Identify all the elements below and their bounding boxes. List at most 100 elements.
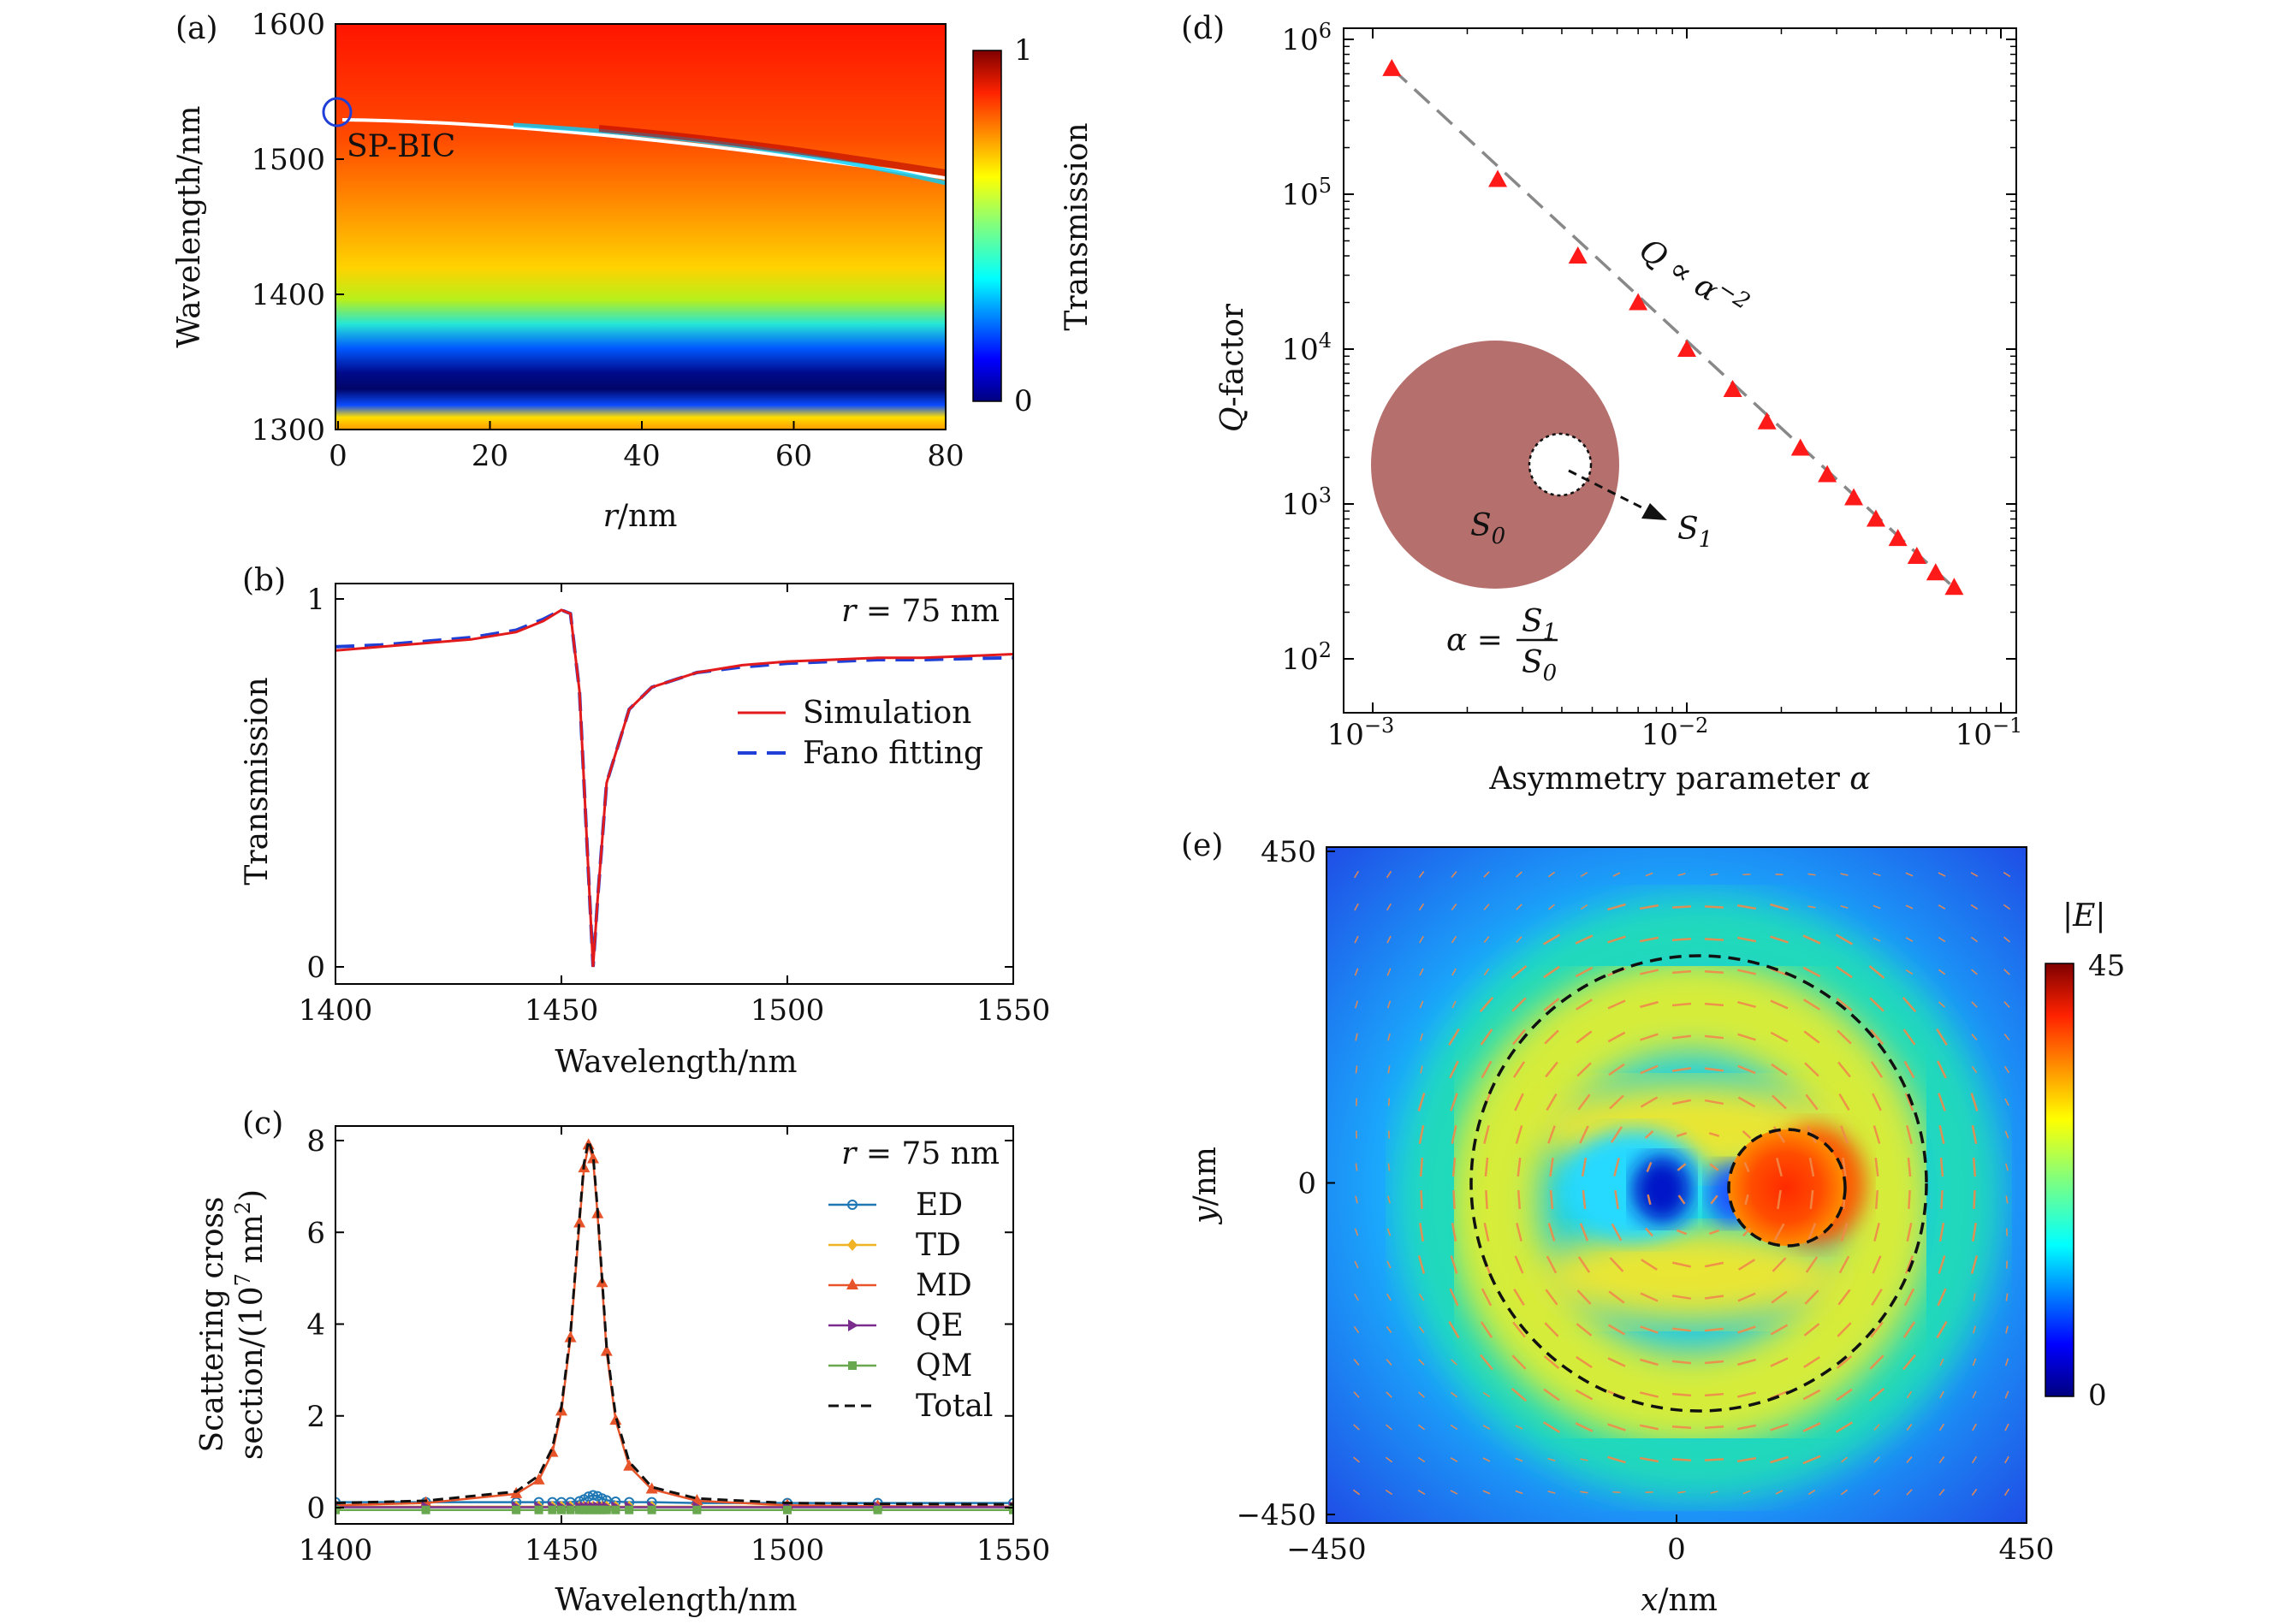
field-arrow-47 <box>1417 1093 1426 1111</box>
field-arrow-56 <box>1418 1391 1425 1398</box>
q-factor-points <box>1382 58 1964 596</box>
field-arrow-245 <box>1737 1033 1756 1041</box>
field-arrow-323 <box>1868 965 1885 979</box>
field-arrow-64 <box>1451 1000 1457 1009</box>
c-xtick-label-2: 1500 <box>751 1533 825 1568</box>
field-arrow-161 <box>1607 903 1626 911</box>
a-xtick-label-2: 40 <box>623 439 660 473</box>
svg-text:S0: S0 <box>1522 645 1557 686</box>
field-arrow-84 <box>1479 996 1494 1013</box>
point-qm-17 <box>692 1505 702 1514</box>
field-arrow-408 <box>2004 1130 2009 1139</box>
field-arrow-36 <box>1386 1391 1392 1398</box>
field-arrow-114 <box>1512 1321 1526 1338</box>
point-qm-5 <box>557 1505 566 1514</box>
field-arrow-22 <box>1386 935 1392 944</box>
field-arrow-175 <box>1607 1357 1626 1367</box>
field-arrow-156 <box>1575 1389 1594 1401</box>
series-c <box>335 1135 1013 1514</box>
field-arrow-315 <box>1836 1354 1853 1370</box>
field-arrow-198 <box>1639 1456 1659 1463</box>
field-arrow-334 <box>1870 1321 1884 1338</box>
field-arrow-20 <box>1386 870 1392 879</box>
outer-disk-boundary <box>1469 954 1928 1413</box>
colorbar-a <box>972 50 1002 402</box>
field-arrow-379 <box>1938 1489 1945 1496</box>
field-arrow-122 <box>1542 934 1561 945</box>
field-arrow-169 <box>1613 1158 1620 1177</box>
field-arrow-187 <box>1640 1096 1659 1108</box>
point-qm-6 <box>566 1505 575 1514</box>
ticks-c: 1400 1450 1500 1550 0 2 4 6 8 <box>299 1124 1051 1568</box>
field-arrow-335 <box>1869 1354 1884 1370</box>
field-arrow-206 <box>1671 1067 1692 1072</box>
field-arrow-157 <box>1575 1422 1594 1432</box>
panel-c-label: (c) <box>242 1106 283 1141</box>
d-xtick-label-1: 10−2 <box>1641 714 1709 752</box>
field-arrow-295 <box>1803 1355 1820 1369</box>
field-arrow-19 <box>1352 1489 1361 1496</box>
field-arrow-393 <box>1973 1293 1976 1301</box>
field-arrow-291 <box>1807 1223 1817 1242</box>
field-arrow-289 <box>1808 1157 1815 1177</box>
field-arrow-130 <box>1549 1189 1554 1210</box>
field-arrow-308 <box>1840 1125 1849 1144</box>
field-arrow-380 <box>1970 872 1979 877</box>
q-point-0 <box>1382 58 1402 76</box>
c-xtick-label-3: 1550 <box>976 1533 1051 1568</box>
field-arrow-189 <box>1646 1161 1653 1173</box>
ticks-e: −450 0 450 450 0 −450 <box>1237 835 2055 1567</box>
colorbar-e-min: 0 <box>2088 1378 2107 1413</box>
field-arrow-79 <box>1450 1490 1458 1495</box>
legend-marker-ed <box>847 1200 858 1210</box>
field-arrow-113 <box>1513 1288 1525 1307</box>
field-arrow-229 <box>1709 1163 1719 1171</box>
field-arrow-32 <box>1386 1260 1392 1269</box>
field-arrow-344 <box>1902 996 1917 1013</box>
field-arrow-170 <box>1614 1189 1619 1210</box>
series-simulation <box>335 608 1013 968</box>
field-arrow-230 <box>1710 1194 1718 1205</box>
field-arrow-248 <box>1742 1130 1752 1139</box>
field-arrow-413 <box>2005 1293 2009 1301</box>
field-arrow-219 <box>1677 1491 1686 1494</box>
d-ytick-label-3: 105 <box>1281 174 1332 212</box>
field-arrow-44 <box>1419 1000 1424 1009</box>
ylabel-e: y/nm <box>1188 1147 1223 1225</box>
field-arrow-138 <box>1547 1457 1556 1462</box>
point-md-13 <box>600 1344 613 1356</box>
field-arrow-73 <box>1449 1288 1459 1307</box>
field-arrow-418 <box>2004 1455 2009 1464</box>
field-arrow-83 <box>1483 968 1490 976</box>
field-arrow-40 <box>1418 870 1425 879</box>
field-arrow-213 <box>1671 1295 1692 1300</box>
field-arrow-270 <box>1777 1189 1782 1210</box>
field-arrow-325 <box>1869 1028 1884 1046</box>
field-arrow-353 <box>1903 1288 1915 1307</box>
field-arrow-264 <box>1770 999 1789 1010</box>
field-arrow-338 <box>1873 1456 1880 1463</box>
field-arrow-223 <box>1704 969 1724 975</box>
s1-arrow <box>1568 469 1651 513</box>
ylabel-d: Q-factor <box>1215 303 1250 432</box>
field-arrow-355 <box>1902 1354 1916 1371</box>
axes-frame-c <box>335 1125 1014 1525</box>
field-arrow-266 <box>1771 1063 1788 1076</box>
field-arrow-256 <box>1737 1391 1756 1398</box>
q-point-12 <box>1907 547 1926 565</box>
field-arrow-164 <box>1607 999 1626 1010</box>
q-point-6 <box>1757 412 1777 430</box>
q-point-3 <box>1629 293 1648 311</box>
a-ytick-label-2: 1500 <box>251 143 325 177</box>
field-arrow-104 <box>1511 997 1527 1012</box>
field-arrow-53 <box>1418 1293 1425 1301</box>
a-ytick-label-0: 1300 <box>251 413 325 447</box>
svg-text:Scattering cross: Scattering cross <box>195 1197 230 1453</box>
field-arrow-262 <box>1770 935 1789 944</box>
field-arrow-184 <box>1640 1000 1659 1009</box>
point-qm-8 <box>579 1505 589 1514</box>
a-xtick-label-0: 0 <box>329 439 347 473</box>
field-arrow-285 <box>1803 1030 1820 1044</box>
field-arrow-97 <box>1482 1425 1491 1430</box>
point-qm-7 <box>575 1505 585 1514</box>
